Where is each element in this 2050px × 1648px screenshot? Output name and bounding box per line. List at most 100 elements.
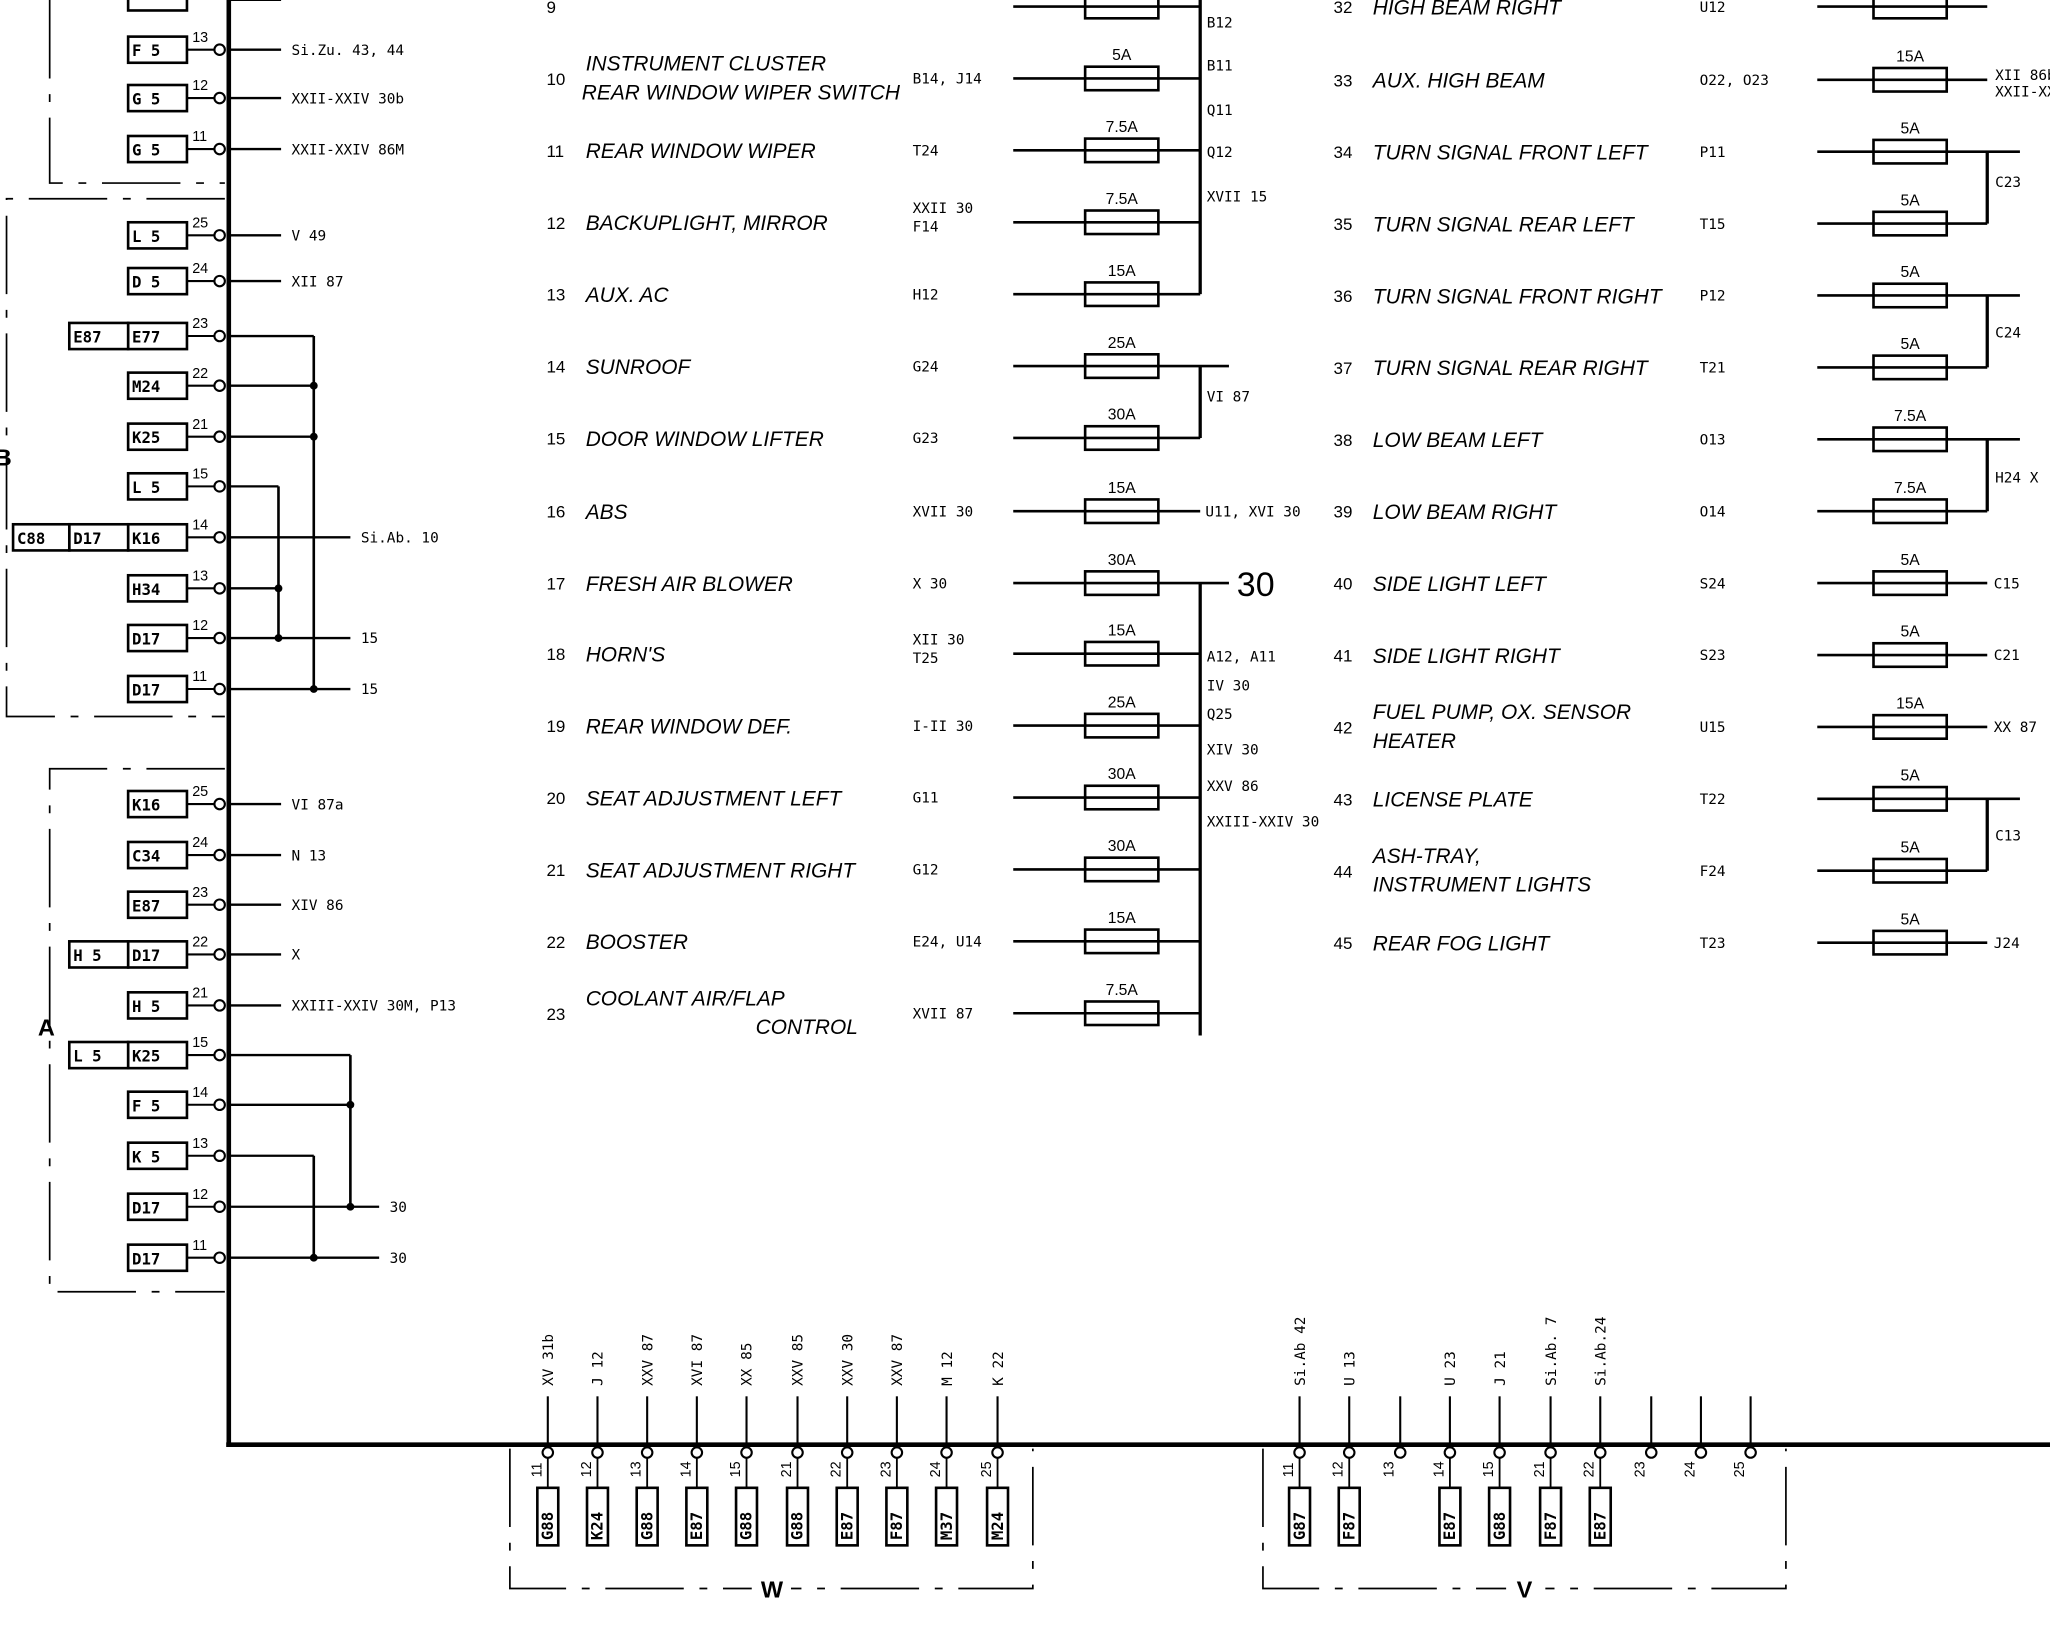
fuse (1872, 857, 1949, 884)
pin-terminal (840, 1446, 854, 1459)
output-label: N 13 (292, 848, 327, 864)
circuit-name: HEATER (1373, 730, 1456, 753)
pin-number: 13 (1382, 1461, 1398, 1477)
pin-terminal (213, 948, 226, 961)
fuse-rating: 15A (1108, 263, 1136, 280)
circuit-code: T23 (1700, 936, 1726, 952)
connector-box-label: D17 (132, 1249, 160, 1268)
fuse-number: 19 (546, 717, 565, 736)
fuse-rating: 15A (1896, 48, 1924, 65)
circuit-name: AUX. HIGH BEAM (1371, 70, 1546, 93)
connector-box (126, 623, 189, 653)
connector-box-label: C88 (17, 529, 45, 548)
section-label-a: A (38, 1014, 55, 1040)
circuit-name: SIDE LIGHT RIGHT (1373, 645, 1561, 668)
pin-number: 12 (579, 1461, 595, 1477)
output-label: A12, A11 (1207, 650, 1276, 666)
fuse-number: 18 (546, 645, 565, 664)
pin-number: 21 (1532, 1461, 1548, 1477)
pin-target-label: XXV 87 (890, 1334, 906, 1386)
output-label: VI 87a (292, 797, 344, 813)
circuit-name: ABS (584, 501, 628, 524)
connector-box-label: G87 (1290, 1512, 1309, 1540)
pin-target-label: Si.Ab 42 (1293, 1317, 1309, 1386)
pin-number: 12 (192, 78, 208, 94)
circuit-name: TURN SIGNAL FRONT RIGHT (1373, 285, 1663, 308)
fuse-rating: 30A (1108, 838, 1136, 855)
circuit-name: COOLANT AIR/FLAP (586, 987, 785, 1010)
connector-box-label: H 5 (132, 997, 160, 1016)
fuse-rating: 5A (1901, 911, 1921, 928)
connector-box-label: F87 (1339, 1512, 1358, 1540)
pin-number: 11 (1281, 1462, 1297, 1477)
fuse-rating: 15A (1108, 910, 1136, 927)
circuit-code: F14 (913, 219, 939, 235)
terminal-30-label: 30 (1237, 566, 1275, 604)
connector-box-label: M37 (937, 1512, 956, 1540)
connector-box-label: K 5 (132, 1147, 160, 1166)
output-label: C21 (1994, 648, 2020, 664)
fuse (1872, 929, 1949, 956)
circuit-name: REAR WINDOW WIPER (586, 140, 816, 163)
connector-box-label: G 5 (132, 90, 160, 109)
pin-number: 24 (192, 835, 208, 851)
fuse-rating: 15A (1896, 696, 1924, 713)
fuse-number: 20 (546, 789, 565, 808)
pin-terminal (213, 229, 226, 242)
circuit-name: FRESH AIR BLOWER (586, 573, 793, 596)
circuit-code: F24 (1700, 864, 1726, 880)
output-label: Q12 (1207, 145, 1233, 161)
circuit-name: AUX. AC (584, 284, 670, 307)
connector-box (1438, 1486, 1462, 1547)
pin-terminal (213, 1048, 226, 1062)
circuit-name: TURN SIGNAL FRONT LEFT (1373, 142, 1649, 165)
fuse-number: 13 (546, 286, 565, 305)
output-label: Q25 (1207, 707, 1233, 723)
connector-box-label: D17 (132, 630, 160, 649)
pin-terminal (213, 43, 226, 56)
fuse (1083, 570, 1160, 597)
circuit-name: REAR FOG LIGHT (1373, 932, 1551, 955)
fuse-rating: 5A (1901, 336, 1921, 353)
output-label: XIV 86 (292, 898, 344, 914)
section-label-v: V (1517, 1577, 1533, 1603)
circuit-name: HIGH BEAM RIGHT (1373, 0, 1562, 19)
connector-box (1287, 1486, 1312, 1547)
pin-terminal (213, 142, 226, 156)
output-label: XXII-XX (1995, 85, 2050, 101)
pin-terminal (213, 531, 226, 544)
pin-terminal (213, 631, 226, 645)
circuit-name: DOOR WINDOW LIFTER (586, 428, 824, 451)
output-label: 15 (361, 682, 378, 698)
connector-box-label: L 5 (73, 1047, 101, 1066)
connector-box-label: G88 (1490, 1512, 1509, 1540)
pin-terminal (541, 1446, 555, 1459)
fuse-number: 34 (1334, 143, 1353, 162)
output-label: V 49 (292, 229, 327, 245)
connector-box (126, 83, 189, 113)
circuit-code: S24 (1700, 576, 1726, 592)
fuse-rating: 5A (1901, 264, 1921, 281)
connector-box-label: L 5 (132, 478, 160, 497)
pin-terminal (213, 797, 226, 811)
fuse-rating: 5A (1901, 192, 1921, 209)
circuit-code: O14 (1700, 504, 1726, 520)
pin-target-label: K 22 (991, 1351, 1007, 1386)
pin-number: 14 (192, 1085, 208, 1101)
connector-box (585, 1486, 610, 1547)
connector-box-label: K16 (132, 529, 160, 548)
circuit-code: T22 (1700, 792, 1726, 808)
connector-box-label: E87 (73, 328, 101, 347)
connector-box-label: M24 (988, 1512, 1007, 1540)
circuit-name: ASH-TRAY, (1371, 845, 1481, 868)
fuse-rating: 25A (1108, 694, 1136, 711)
pin-terminal (213, 329, 226, 343)
pin-target-label: XXV 85 (791, 1334, 807, 1386)
circuit-code: XXII 30 (913, 201, 974, 217)
circuit-code: XII 30 (913, 633, 965, 649)
circuit-code: U12 (1700, 0, 1726, 16)
fuse (1083, 1000, 1160, 1027)
fuse-number: 40 (1334, 575, 1353, 594)
connector-box-label: G88 (737, 1512, 756, 1540)
output-label: XXV 86 (1207, 779, 1259, 795)
